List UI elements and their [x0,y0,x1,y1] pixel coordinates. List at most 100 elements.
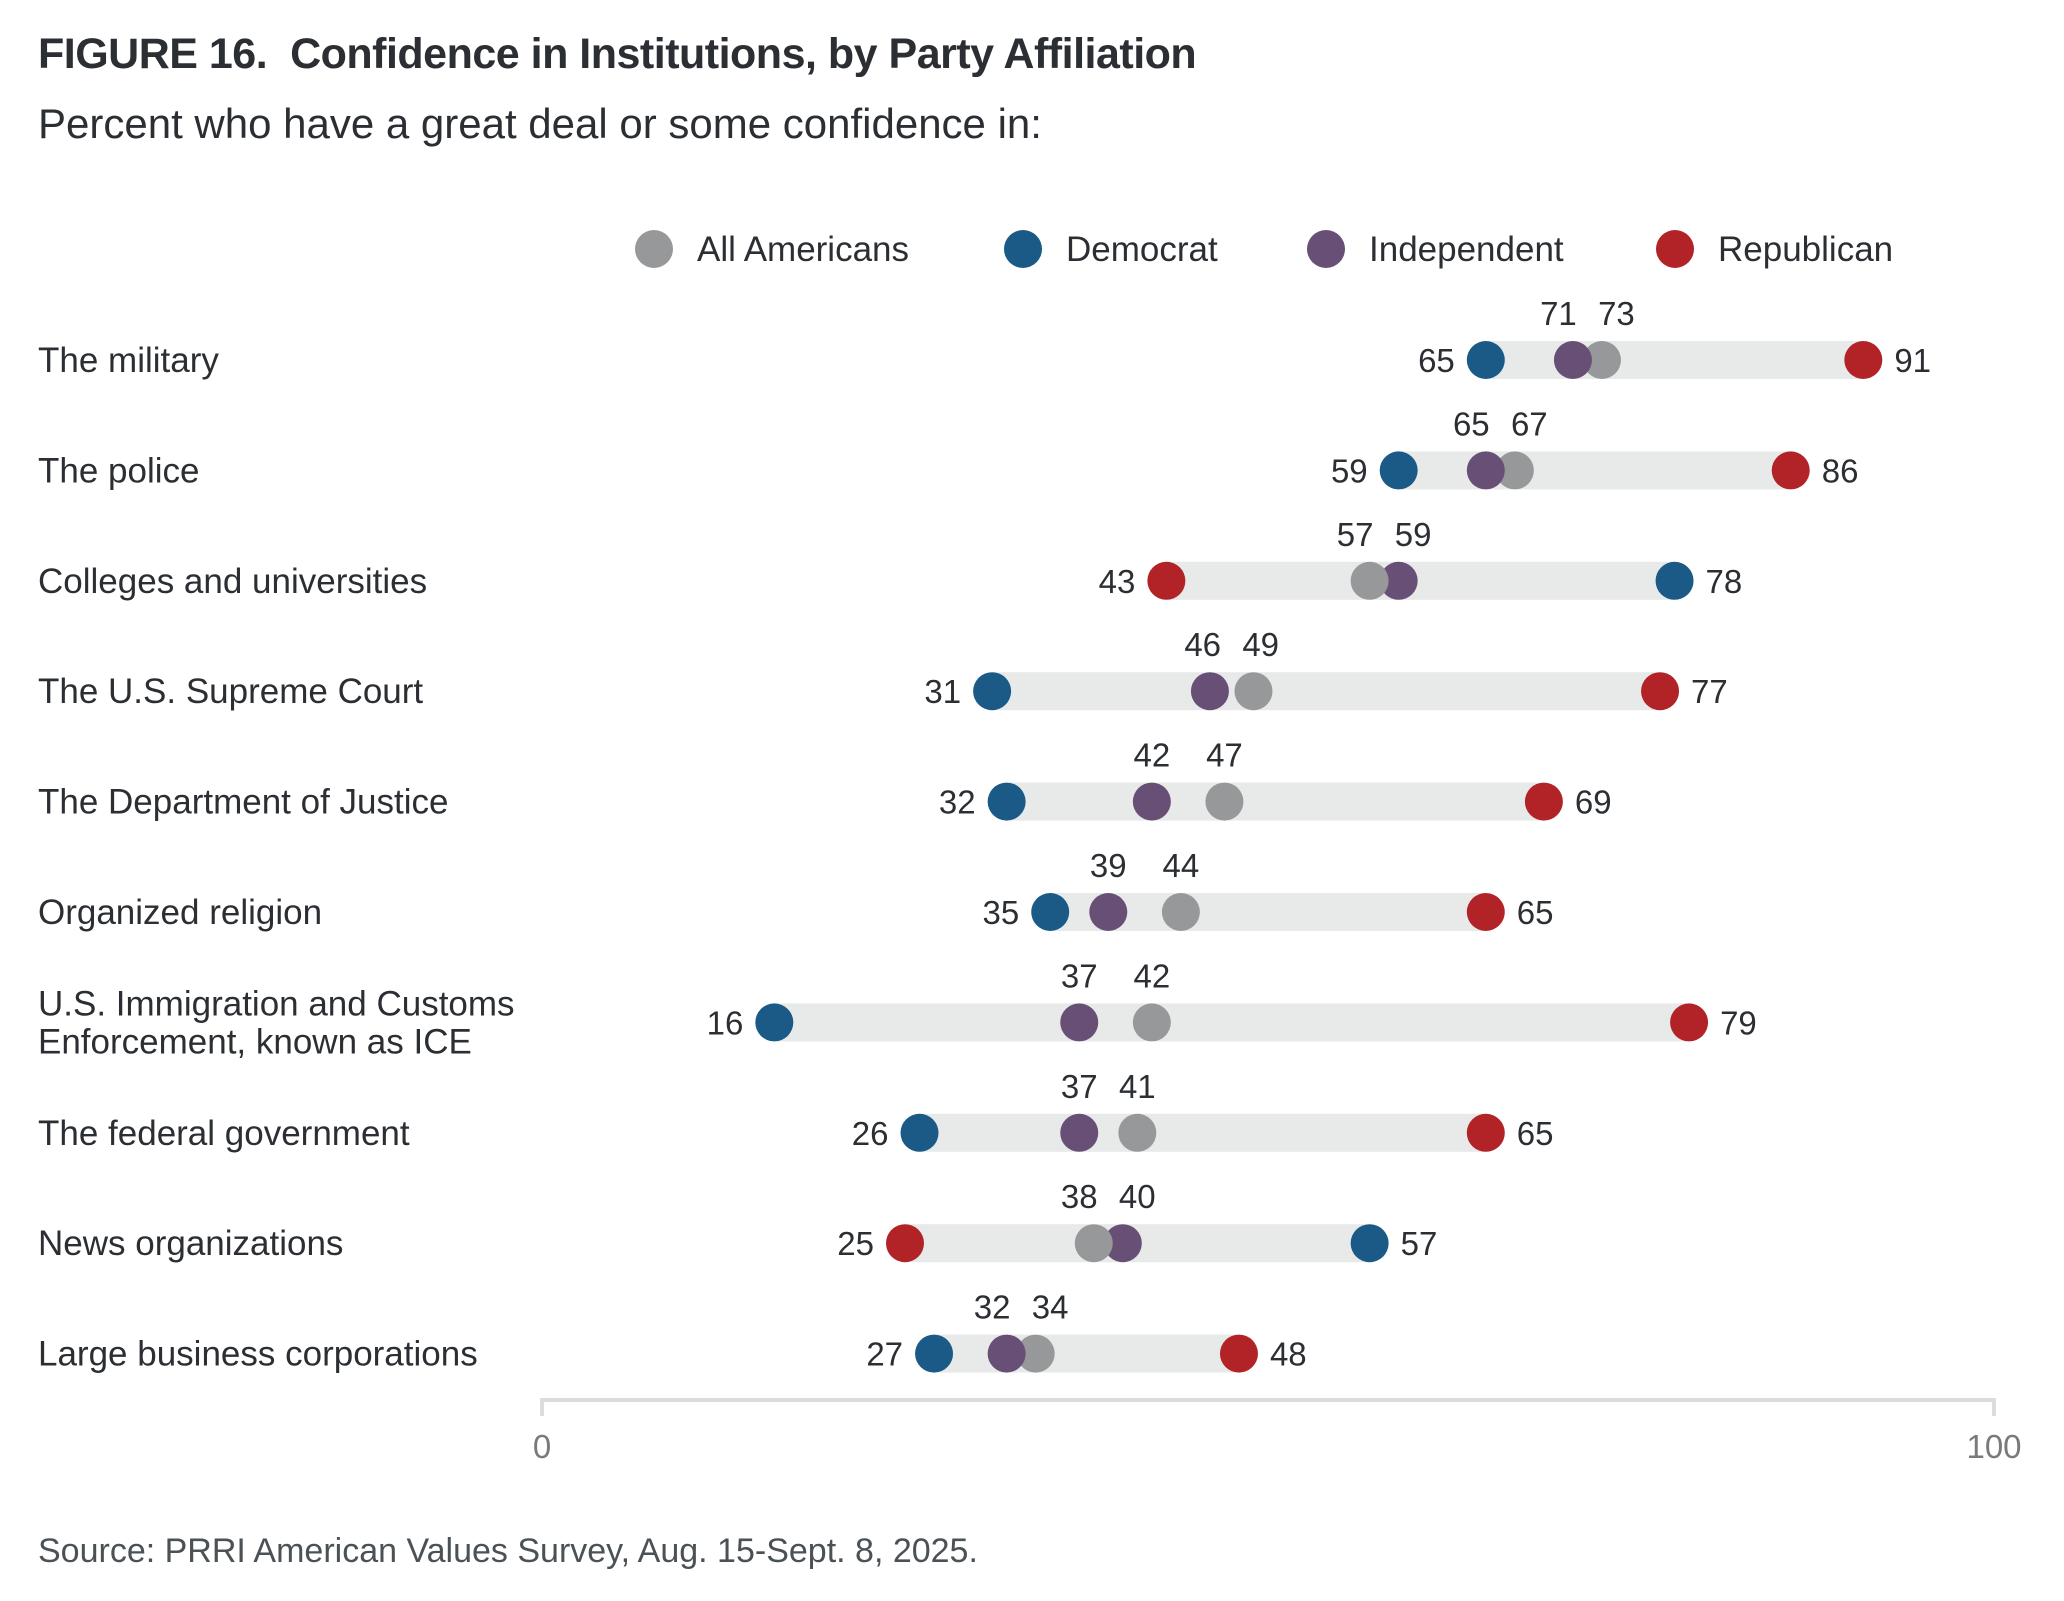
dot-dem [1350,1224,1389,1263]
legend-label-all: All Americans [697,230,909,269]
range-bar [1006,782,1544,821]
value-label-all: 34 [1032,1289,1069,1326]
value-label-all: 38 [1061,1178,1098,1215]
range-bar [934,1334,1239,1373]
value-label-ind: 37 [1061,1068,1098,1105]
dot-rep [1771,451,1810,490]
value-label-all: 47 [1206,737,1243,774]
chart-title: FIGURE 16. Confidence in Institutions, b… [38,30,1197,78]
value-label-ind: 32 [974,1289,1011,1326]
value-label-dem: 27 [866,1336,903,1373]
range-bar [992,672,1661,711]
dot-rep [1466,893,1505,931]
value-label-ind: 65 [1453,405,1490,442]
range-bar [1398,451,1791,490]
dot-rep [1524,782,1563,821]
legend-item-all: All Americans [635,230,909,269]
dot-ind [1379,561,1418,600]
dot-rep [1219,1334,1258,1373]
row-label: The military [38,341,219,380]
dot-dem [1655,561,1694,600]
chart-row: U.S. Immigration and Customs Enforcement,… [38,957,1757,1061]
dot-all [1016,1334,1055,1373]
row-label: News organizations [38,1224,343,1263]
value-label-rep: 25 [837,1225,874,1262]
dot-all [1074,1224,1113,1263]
dot-ind [1190,672,1229,711]
legend-swatch-all [635,230,673,268]
dot-ind [1060,1003,1099,1042]
row-label: Organized religion [38,893,322,932]
row-label: The U.S. Supreme Court [38,672,423,711]
dot-all [1132,1003,1171,1042]
value-label-rep: 48 [1270,1336,1307,1373]
value-label-all: 41 [1119,1068,1156,1105]
dot-dem [987,782,1026,821]
chart-row: Organized religion 35 65 39 44 [38,847,1554,932]
dot-ind [1089,893,1128,931]
value-label-rep: 65 [1517,894,1554,931]
dot-all [1118,1113,1157,1152]
value-label-dem: 35 [982,894,1019,931]
legend-label-ind: Independent [1369,230,1564,269]
range-bar [919,1113,1486,1152]
chart-row: The police 59 86 65 67 [38,405,1858,490]
dot-ind [1466,451,1505,490]
dot-rep [1466,1113,1505,1152]
legend-label-dem: Democrat [1066,230,1218,269]
dot-ind [1060,1113,1099,1152]
x-axis: 0 100 [533,1398,2022,1465]
chart-row: The Department of Justice 32 69 42 47 [38,737,1612,822]
value-label-dem: 65 [1418,342,1455,379]
value-label-ind: 59 [1395,516,1432,553]
x-tick-label: 0 [533,1428,551,1465]
value-label-dem: 32 [939,784,976,821]
chart-row: The federal government 26 65 37 41 [38,1068,1554,1153]
dot-rep [1670,1003,1709,1042]
chart-row: The U.S. Supreme Court 31 77 46 49 [38,626,1728,711]
legend-label-rep: Republican [1718,230,1893,269]
dot-dem [1466,341,1505,379]
row-label: The federal government [38,1114,410,1153]
value-label-ind: 42 [1133,737,1170,774]
value-label-all: 67 [1511,405,1548,442]
value-label-rep: 79 [1720,1004,1757,1041]
dot-ind [1103,1224,1142,1263]
value-label-ind: 71 [1540,295,1577,332]
legend-swatch-dem [1004,230,1042,268]
row-label: Colleges and universities [38,562,427,601]
value-label-ind: 40 [1119,1178,1156,1215]
value-label-all: 44 [1163,847,1200,884]
dot-all [1234,672,1273,711]
legend: All Americans Democrat Independent Republic… [635,230,1893,269]
legend-item-dem: Democrat [1004,230,1218,269]
value-label-all: 42 [1133,957,1170,994]
dot-all [1350,561,1389,600]
value-label-rep: 65 [1517,1115,1554,1152]
value-label-rep: 43 [1099,563,1136,600]
chart-row: The military 65 91 71 73 [38,295,1931,380]
dot-ind [987,1334,1026,1373]
dot-rep [886,1224,924,1263]
dot-rep [1641,672,1680,711]
dot-all [1205,782,1244,821]
chart-rows: The military 65 91 71 73 The police 59 86 65 67 Co… [38,295,1931,1374]
dot-dem [1379,451,1418,490]
chart-row: Colleges and universities 43 78 57 59 [38,516,1742,601]
legend-swatch-ind [1307,230,1345,268]
row-label: The police [38,451,199,490]
value-label-all: 73 [1598,295,1635,332]
chart-row: News organizations 25 57 38 40 [38,1178,1437,1263]
x-tick-label: 100 [1966,1428,2021,1465]
row-label: Large business corporations [38,1335,478,1374]
value-label-dem: 26 [852,1115,889,1152]
range-bar [1485,341,1864,379]
chart-subtitle: Percent who have a great deal or some co… [38,100,1042,147]
value-label-ind: 46 [1184,626,1221,663]
range-bar [774,1003,1690,1042]
value-label-dem: 59 [1331,452,1368,489]
dot-dem [915,1334,954,1373]
dot-rep [1147,561,1186,600]
legend-item-rep: Republican [1656,230,1893,269]
